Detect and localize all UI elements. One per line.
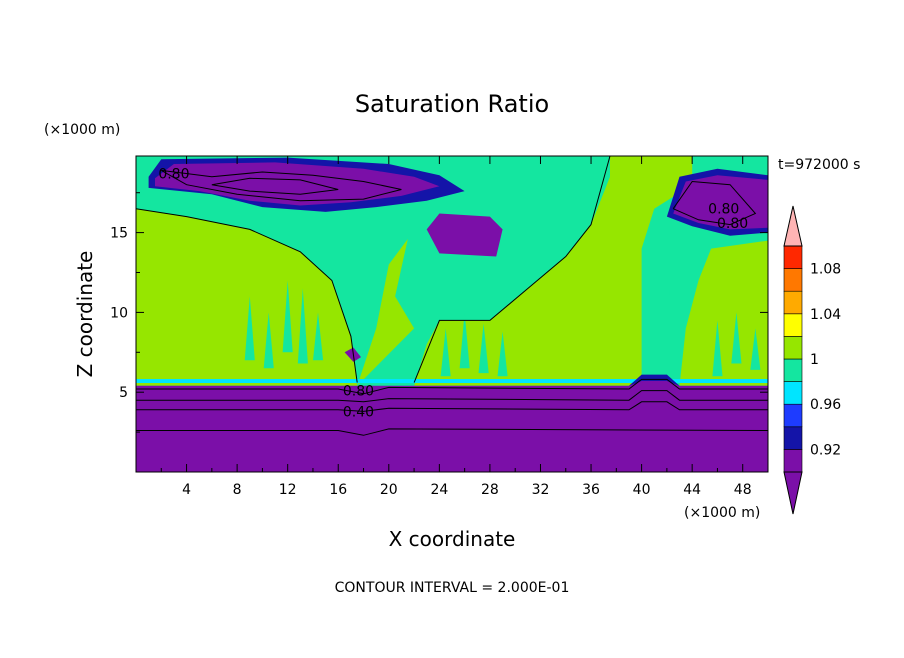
field-streak [712, 320, 723, 377]
x-tick-label: 16 [329, 482, 347, 498]
contour-label: 0.80 [708, 202, 739, 218]
chart-title: Saturation Ratio [355, 90, 549, 118]
colorbar: 0.92 0.96 1 1.04 1.08 [783, 205, 841, 515]
colorbar-tick-label: 1 [810, 352, 819, 368]
colorbar-tick-label: 0.92 [810, 442, 841, 458]
field-streak [459, 312, 470, 369]
field-upper-mid-dry [426, 213, 503, 257]
y-tick-label: 5 [119, 385, 128, 401]
colorbar-tick-label: 0.96 [810, 397, 841, 413]
field-streak [649, 304, 660, 377]
contour-label: 0.40 [343, 404, 374, 420]
y-unit-label: (×1000 m) [44, 122, 120, 138]
contour-label: 0.80 [717, 216, 748, 232]
contour-line [136, 428, 768, 436]
field-small-dry [344, 347, 361, 362]
x-tick-label: 4 [182, 482, 191, 498]
colorbar-segment [783, 245, 803, 269]
field-upper-left-dry [155, 162, 440, 206]
field-mid-left [357, 239, 415, 386]
x-tick-label: 12 [279, 482, 297, 498]
y-tick-label: 10 [110, 305, 128, 321]
y-axis: 5 10 15 [110, 192, 768, 433]
contour-line [136, 390, 768, 403]
x-tick-label: 48 [734, 482, 752, 498]
contour-label: 0.80 [343, 384, 374, 400]
y-tick-label: 15 [110, 226, 128, 242]
field-dry-layer-rim [629, 374, 680, 386]
field-streak [440, 328, 451, 377]
colorbar-segment [783, 403, 803, 428]
field-streak [478, 323, 489, 374]
field-streak [297, 288, 308, 364]
contour-lines [136, 156, 768, 436]
colorbar-segment [783, 426, 803, 450]
x-axis-label: X coordinate [389, 527, 516, 551]
contour-line [161, 169, 402, 202]
field-dry-layer [136, 376, 768, 472]
field-streak [664, 288, 675, 369]
field-streak [313, 312, 324, 361]
x-axis: 4 8 12 16 20 24 28 32 36 40 44 48 [160, 156, 752, 498]
colorbar-segment [783, 358, 803, 382]
x-tick-label: 40 [633, 482, 651, 498]
contour-line [211, 177, 339, 195]
x-tick-label: 44 [683, 482, 701, 498]
colorbar-segment [783, 381, 803, 405]
contour-line [136, 378, 768, 395]
contour-label: 0.80 [158, 167, 189, 183]
field-streak [282, 280, 293, 353]
colorbar-segment [783, 313, 803, 337]
x-unit-label: (×1000 m) [684, 505, 760, 521]
colorbar-segment [783, 449, 803, 473]
contour-labels: 0.800.800.400.800.80 [158, 167, 748, 421]
x-tick-label: 32 [532, 482, 550, 498]
x-tick-label: 20 [380, 482, 398, 498]
field-streak [244, 296, 255, 361]
x-tick-label: 8 [233, 482, 242, 498]
contour-interval-footer: CONTOUR INTERVAL = 2.000E-01 [335, 580, 570, 596]
time-label: t=972000 s [778, 157, 860, 173]
contour-line [136, 401, 768, 412]
y-axis-label: Z coordinate [73, 251, 97, 378]
field-right [679, 240, 768, 386]
field-streak [750, 328, 761, 370]
x-tick-label: 24 [430, 482, 448, 498]
colorbar-tick-label: 1.08 [810, 262, 841, 278]
x-tick-label: 28 [481, 482, 499, 498]
colorbar-segment [783, 336, 803, 360]
x-tick-label: 36 [582, 482, 600, 498]
field-streak [263, 312, 274, 369]
plot-frame [135, 155, 769, 473]
contour-line [672, 180, 757, 226]
contour-line [413, 156, 611, 383]
field-streak [497, 331, 508, 377]
colorbar-upper-extension [783, 205, 803, 247]
colorbar-tick-label: 1.04 [810, 307, 841, 323]
plot-area [136, 156, 768, 472]
field-upper-right-dry [673, 175, 768, 230]
contour-line [136, 208, 358, 383]
field-streak [731, 312, 742, 364]
colorbar-lower-extension [783, 471, 803, 515]
colorbar-segment [783, 268, 803, 292]
colorbar-segment [783, 290, 803, 315]
field-saturated-band [136, 379, 768, 384]
